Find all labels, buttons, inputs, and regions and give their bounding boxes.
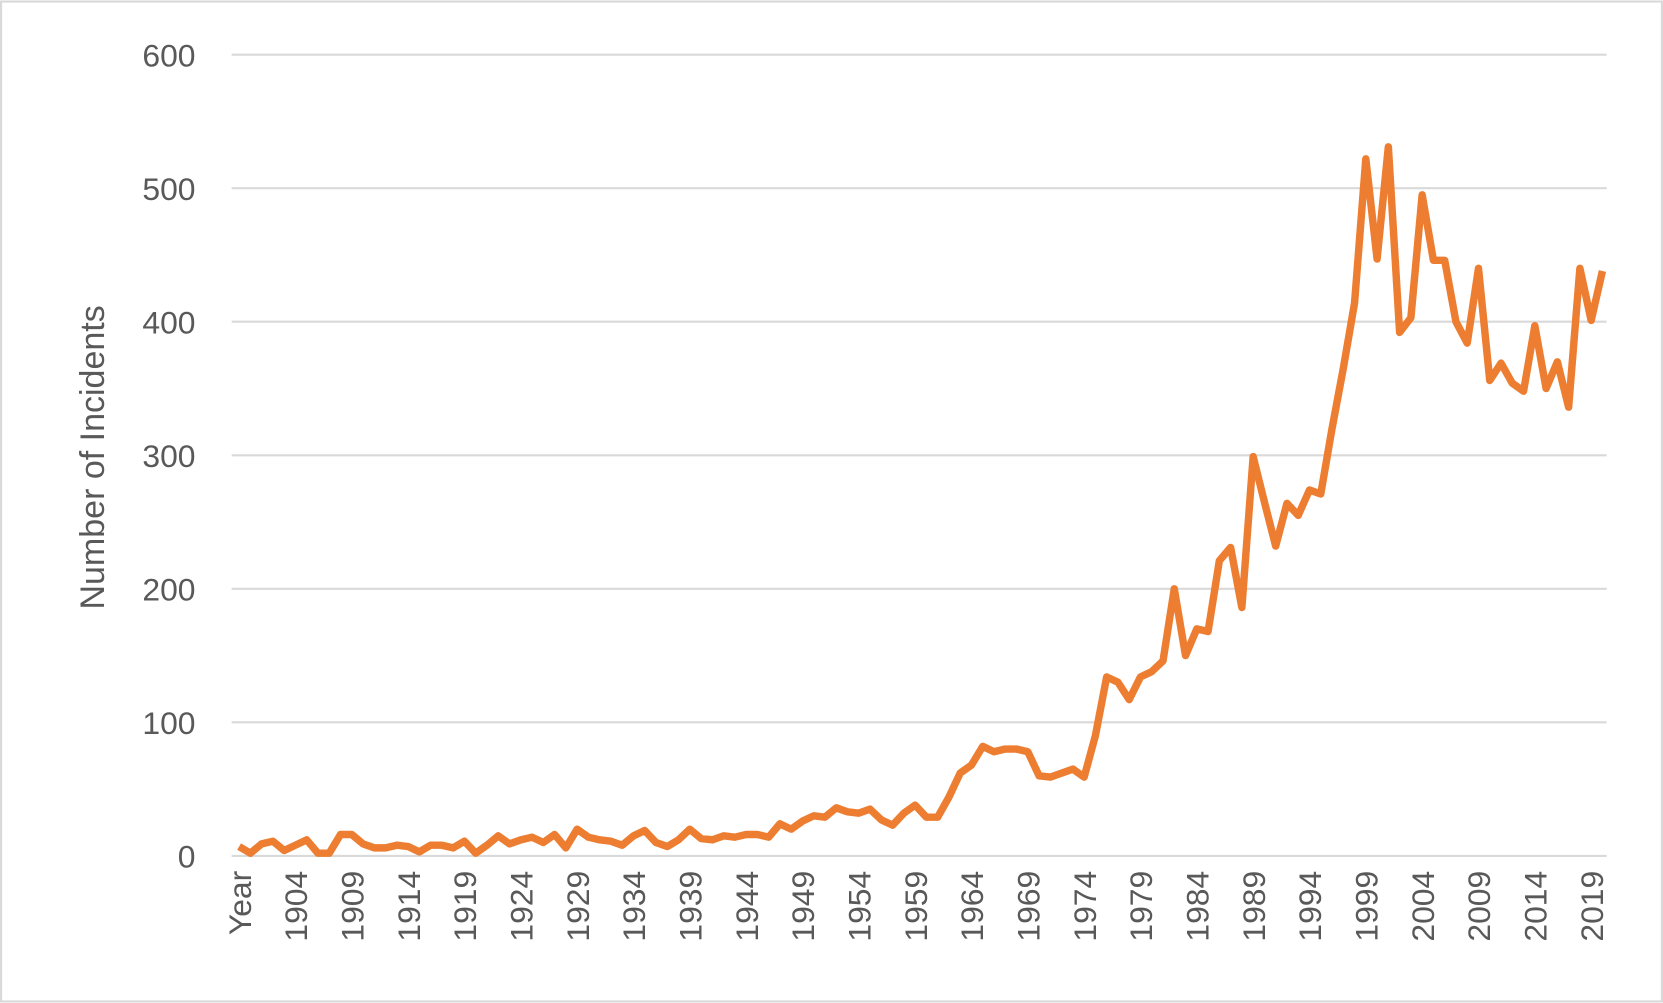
y-tick-label: 500	[142, 171, 195, 207]
x-tick-label: 1914	[391, 871, 427, 942]
x-tick-label: 1909	[334, 871, 370, 942]
x-tick-label: 1959	[898, 871, 934, 942]
x-tick-label: 1934	[616, 871, 652, 942]
y-tick-label: 100	[142, 705, 195, 741]
y-tick-label: 600	[142, 37, 195, 73]
y-tick-label: 200	[142, 572, 195, 608]
x-tick-label: 1994	[1292, 871, 1328, 942]
x-tick-label: 1979	[1123, 871, 1159, 942]
x-tick-label: 1944	[729, 871, 765, 942]
x-tick-label: 2019	[1574, 871, 1610, 942]
y-tick-label: 400	[142, 304, 195, 340]
x-tick-label: 1904	[278, 871, 314, 942]
x-tick-label: 2014	[1518, 871, 1554, 942]
x-tick-label: 2009	[1461, 871, 1497, 942]
x-tick-label: 1984	[1179, 871, 1215, 942]
x-tick-label: 1974	[1067, 871, 1103, 942]
x-tick-label: 1924	[503, 871, 539, 942]
x-tick-label: 2004	[1405, 871, 1441, 942]
data-line	[237, 143, 1607, 857]
x-tick-label: 1969	[1010, 871, 1046, 942]
x-tick-label: 1939	[672, 871, 708, 942]
x-tick-label: 1919	[447, 871, 483, 942]
x-tick-label: 1999	[1349, 871, 1385, 942]
x-tick-label: 1964	[954, 871, 990, 942]
x-tick-label: 1989	[1236, 871, 1272, 942]
y-tick-label: 0	[178, 839, 196, 875]
x-tick-label: 1929	[560, 871, 596, 942]
x-tick-label: 1954	[841, 871, 877, 942]
y-axis-title: Number of Incidents	[74, 305, 112, 609]
y-tick-label: 300	[142, 438, 195, 474]
x-tick-label: Year	[222, 870, 258, 935]
x-tick-label: 1949	[785, 871, 821, 942]
